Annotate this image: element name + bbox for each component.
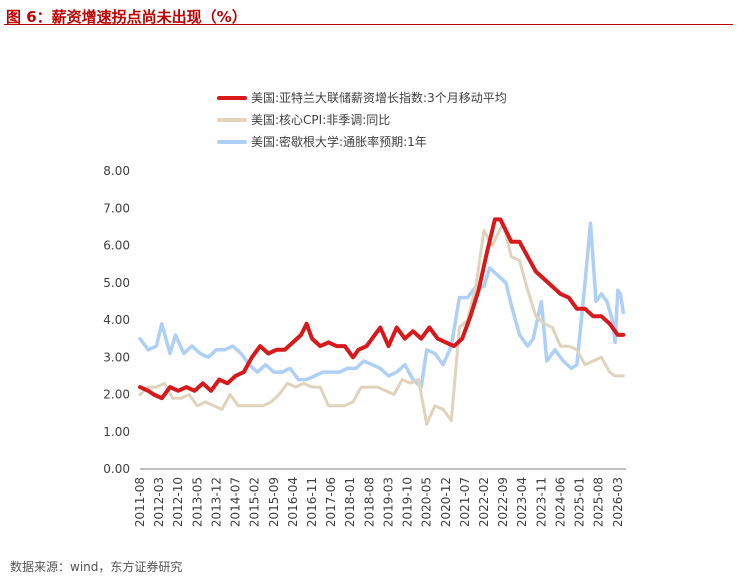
x-tick-label: 2016-04 (286, 477, 300, 527)
x-tick-label: 2020-12 (439, 477, 453, 527)
legend-swatch-core-cpi (217, 118, 247, 122)
legend-label-michigan-expectation: 美国:密歇根大学:通胀率预期:1年 (251, 135, 427, 149)
x-tick-label: 2019-03 (381, 477, 395, 527)
x-tick-label: 2018-01 (343, 477, 357, 527)
legend-label-core-cpi: 美国:核心CPI:非季调:同比 (251, 113, 391, 127)
x-tick-label: 2024-06 (553, 477, 567, 527)
x-tick-label: 2014-07 (229, 477, 243, 527)
x-tick-label: 2013-05 (190, 477, 204, 527)
x-tick-label: 2021-07 (458, 477, 472, 527)
title-rule (4, 24, 733, 25)
x-tick-label: 2026-03 (611, 477, 625, 527)
x-tick-label: 2016-11 (305, 477, 319, 527)
source-note: 数据来源：wind，东方证券研究 (10, 560, 183, 574)
y-tick-label: 2.00 (103, 388, 130, 402)
x-tick-label: 2012-10 (171, 477, 185, 527)
y-tick-label: 1.00 (103, 425, 130, 439)
x-tick-label: 2018-08 (362, 477, 376, 527)
y-tick-label: 7.00 (103, 201, 130, 215)
x-tick-label: 2011-08 (133, 477, 147, 527)
x-tick-label: 2022-02 (477, 477, 491, 527)
x-tick-label: 2023-11 (534, 477, 548, 527)
x-tick-label: 2012-03 (152, 477, 166, 527)
y-tick-label: 0.00 (103, 462, 130, 476)
x-tick-label: 2020-05 (420, 477, 434, 527)
legend-item-core-cpi: 美国:核心CPI:非季调:同比 (217, 109, 507, 131)
x-tick-label: 2019-10 (401, 477, 415, 527)
y-tick-label: 5.00 (103, 276, 130, 290)
x-tick-label: 2015-02 (248, 477, 262, 527)
legend-item-wage-tracker: 美国:亚特兰大联储薪资增长指数:3个月移动平均 (217, 87, 507, 109)
legend-swatch-michigan-expectation (217, 140, 247, 144)
x-tick-label: 2017-06 (324, 477, 338, 527)
series-line-michigan-expectation (138, 221, 626, 389)
x-tick-label: 2025-08 (592, 477, 606, 527)
series-line-wage-tracker (138, 217, 626, 401)
legend-item-michigan-expectation: 美国:密歇根大学:通胀率预期:1年 (217, 131, 507, 153)
x-tick-label: 2025-01 (573, 477, 587, 527)
legend-swatch-wage-tracker (217, 96, 247, 100)
figure-title: 图 6：薪资增速拐点尚未出现（%） (6, 8, 247, 26)
x-tick-label: 2013-12 (209, 477, 223, 527)
y-tick-label: 4.00 (103, 313, 130, 327)
x-tick-label: 2023-04 (515, 477, 529, 527)
y-tick-label: 8.00 (103, 164, 130, 178)
y-axis-ticks: 0.00 1.00 2.00 3.00 4.00 5.00 6.00 7.00 8.00 (103, 164, 130, 476)
y-tick-label: 3.00 (103, 350, 130, 364)
series-lines (138, 217, 626, 426)
x-tick-label: 2022-09 (496, 477, 510, 527)
legend-label-wage-tracker: 美国:亚特兰大联储薪资增长指数:3个月移动平均 (251, 91, 507, 105)
y-tick-label: 6.00 (103, 239, 130, 253)
legend: 美国:亚特兰大联储薪资增长指数:3个月移动平均 美国:核心CPI:非季调:同比 … (217, 87, 507, 153)
x-axis-ticks: 2011-08 2012-03 2012-10 2013-05 2013-12 2014-… (133, 477, 625, 527)
series-line-core-cpi (138, 221, 625, 426)
x-tick-label: 2015-09 (267, 477, 281, 527)
